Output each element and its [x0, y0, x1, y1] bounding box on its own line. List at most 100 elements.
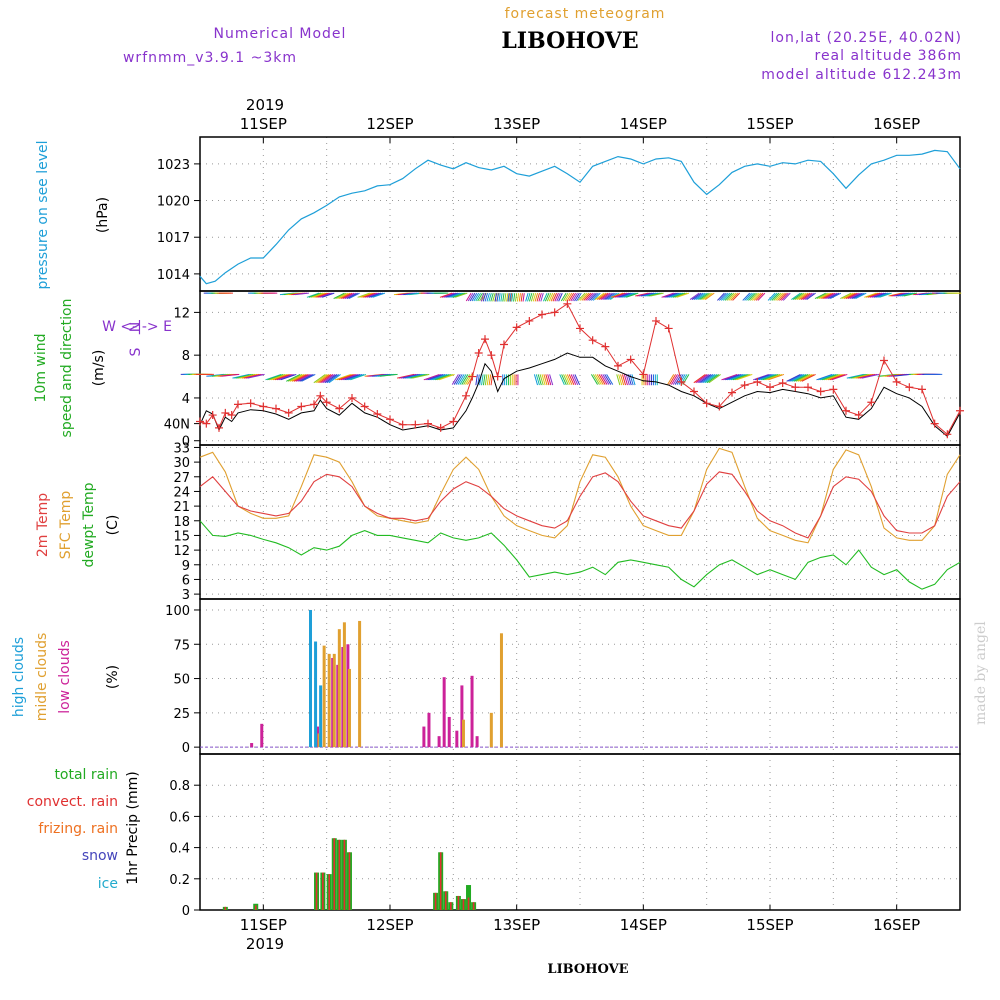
wind-barb [568, 374, 575, 386]
wind-barb [481, 374, 484, 386]
wind-barb [691, 292, 702, 300]
cloud-bar-low [341, 647, 345, 748]
wind-barb [670, 292, 684, 298]
wind-label-2: speed and direction [59, 299, 75, 438]
precip-bar-convective [254, 905, 257, 910]
wind-barb [534, 292, 539, 302]
wind-barb [775, 292, 784, 301]
wind-barb [587, 292, 595, 301]
y-tick-label: 4 [182, 392, 190, 407]
cloud-bar-mid [489, 712, 493, 748]
wind-barb [514, 293, 518, 302]
wind-barb [276, 373, 293, 381]
cloud-bar-mid [499, 633, 503, 748]
compass-s: S [128, 347, 144, 356]
meteogram-label: forecast meteogram [505, 6, 666, 22]
wind-barb [287, 373, 303, 382]
y-tick-label: 1014 [157, 268, 190, 283]
wind-gust-marker [297, 402, 306, 411]
cloud-bar-mid [461, 719, 465, 748]
day-label-bottom: 13SEP [493, 916, 540, 934]
wind-barb [542, 292, 548, 302]
wind-barb [337, 292, 349, 299]
day-label-top: 11SEP [240, 115, 287, 133]
y-tick-label: 12 [173, 544, 190, 559]
wind-barb [596, 374, 604, 385]
wind-gust-marker [702, 399, 711, 408]
wind-barb [592, 374, 600, 385]
wind-barb [782, 292, 791, 301]
sfc-label: SFC Temp [58, 491, 74, 560]
wind-barb [847, 292, 859, 299]
wind-panel: 0 40N 4 8 12 [164, 290, 964, 450]
wind-barb [316, 292, 329, 298]
wind-barb [600, 292, 611, 300]
wind-gust-marker [690, 387, 698, 396]
wind-barb [676, 374, 684, 385]
wind-gust-marker [956, 406, 964, 415]
wind-barb [522, 293, 525, 302]
year-bottom: 2019 [246, 935, 284, 953]
day-label-top: 13SEP [493, 115, 540, 133]
wind-gust-marker [398, 420, 407, 429]
wind-gust-marker [778, 378, 787, 387]
wind-barb [779, 292, 787, 301]
wind-gust-marker [215, 423, 223, 432]
wind-gust-marker [322, 398, 331, 407]
wind-gust-marker [588, 336, 597, 345]
wind-barb [545, 374, 550, 386]
wind-barb [368, 292, 382, 298]
wind-barb [720, 292, 729, 301]
legend-convect-rain: convect. rain [27, 794, 118, 810]
cloud-bar-low [475, 736, 479, 748]
credit-label: made by angel [973, 621, 989, 725]
day-label-bottom: 14SEP [620, 916, 667, 934]
wind-gust-marker [930, 419, 939, 428]
wind-barb [718, 292, 727, 301]
wind-barb [693, 292, 704, 300]
wind-gust-marker [246, 399, 255, 408]
precip-bar-convective [434, 892, 437, 910]
wind-barb [312, 292, 325, 298]
wind-barb [348, 373, 365, 381]
wind-barb [427, 373, 444, 381]
wind-barb [746, 292, 754, 301]
wind-gust-marker [227, 411, 236, 420]
wind-barb [536, 292, 540, 302]
wind-barb [473, 292, 480, 302]
wind-barb [286, 373, 301, 382]
day-label-top: 12SEP [366, 115, 413, 133]
y-tick-label: 27 [173, 471, 190, 486]
cloud-bar-low [336, 664, 340, 748]
wind-barb [496, 293, 499, 302]
wind-barb [469, 292, 476, 302]
wind-barb [667, 374, 675, 385]
wind-barb [829, 373, 846, 381]
y-tick-label: 40N [164, 418, 190, 433]
wind-barb [672, 292, 686, 298]
wind-barb [533, 374, 539, 386]
wind-barb [840, 292, 852, 299]
precip-bar-convective [472, 902, 475, 910]
wind-barb [773, 292, 782, 301]
wind-barb [535, 374, 540, 386]
wind-barb [851, 292, 863, 299]
wind-gust-marker [905, 383, 914, 392]
wind-barb [484, 374, 488, 386]
wind-barb [433, 373, 450, 381]
clouds-panel: 0 25 50 75 100 [165, 598, 961, 756]
wind-barb [732, 292, 740, 301]
day-label-bottom: 16SEP [873, 916, 920, 934]
y-tick-label: 6 [182, 573, 190, 588]
y-tick-label: 18 [173, 515, 190, 530]
wind-gust-marker [335, 404, 344, 413]
y-tick-label: 25 [173, 707, 190, 722]
cloud-bar-mid [317, 733, 321, 748]
wind-barb [695, 292, 706, 300]
wind-barb [320, 292, 333, 298]
precip-bar-convective [439, 852, 442, 910]
wind-barb [866, 292, 879, 298]
wind-barb [488, 292, 492, 302]
wind-barb [610, 292, 624, 298]
